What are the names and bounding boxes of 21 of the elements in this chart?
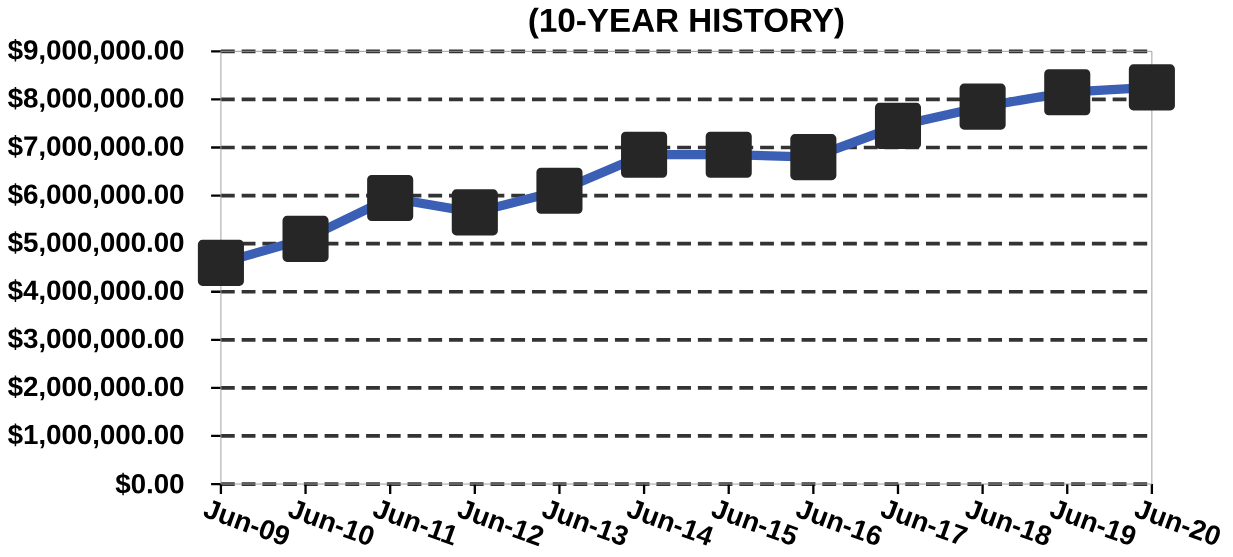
- x-tick-label: Jun-13: [542, 500, 628, 546]
- y-tick-label: $0.00: [115, 472, 184, 496]
- x-tick-label: Jun-20: [1134, 500, 1220, 545]
- y-tick-label: $5,000,000.00: [8, 231, 184, 257]
- x-tick-label: Jun-15: [711, 500, 799, 545]
- y-tick-label: $6,000,000.00: [8, 183, 184, 209]
- x-tick-label: Jun-09: [203, 500, 290, 545]
- y-tick-label: $2,000,000.00: [8, 375, 184, 401]
- y-tick-label: $1,000,000.00: [8, 423, 184, 449]
- y-tick-label: $7,000,000.00: [8, 135, 184, 160]
- x-tick-label: Jun-10: [288, 500, 374, 545]
- y-tick-label: $3,000,000.00: [8, 327, 184, 353]
- x-tick-label: Jun-14: [627, 500, 713, 546]
- y-tick-label: $4,000,000.00: [8, 279, 184, 305]
- x-tick-label: Jun-12: [457, 500, 544, 547]
- x-tick-label: Jun-11: [373, 500, 456, 546]
- x-tick-label: Jun-19: [1050, 500, 1136, 545]
- x-tick-label: Jun-16: [796, 500, 882, 545]
- chart-title: (10-YEAR HISTORY): [529, 7, 844, 39]
- y-tick-label: $8,000,000.00: [8, 87, 184, 112]
- y-tick-label: $9,000,000.00: [8, 39, 184, 64]
